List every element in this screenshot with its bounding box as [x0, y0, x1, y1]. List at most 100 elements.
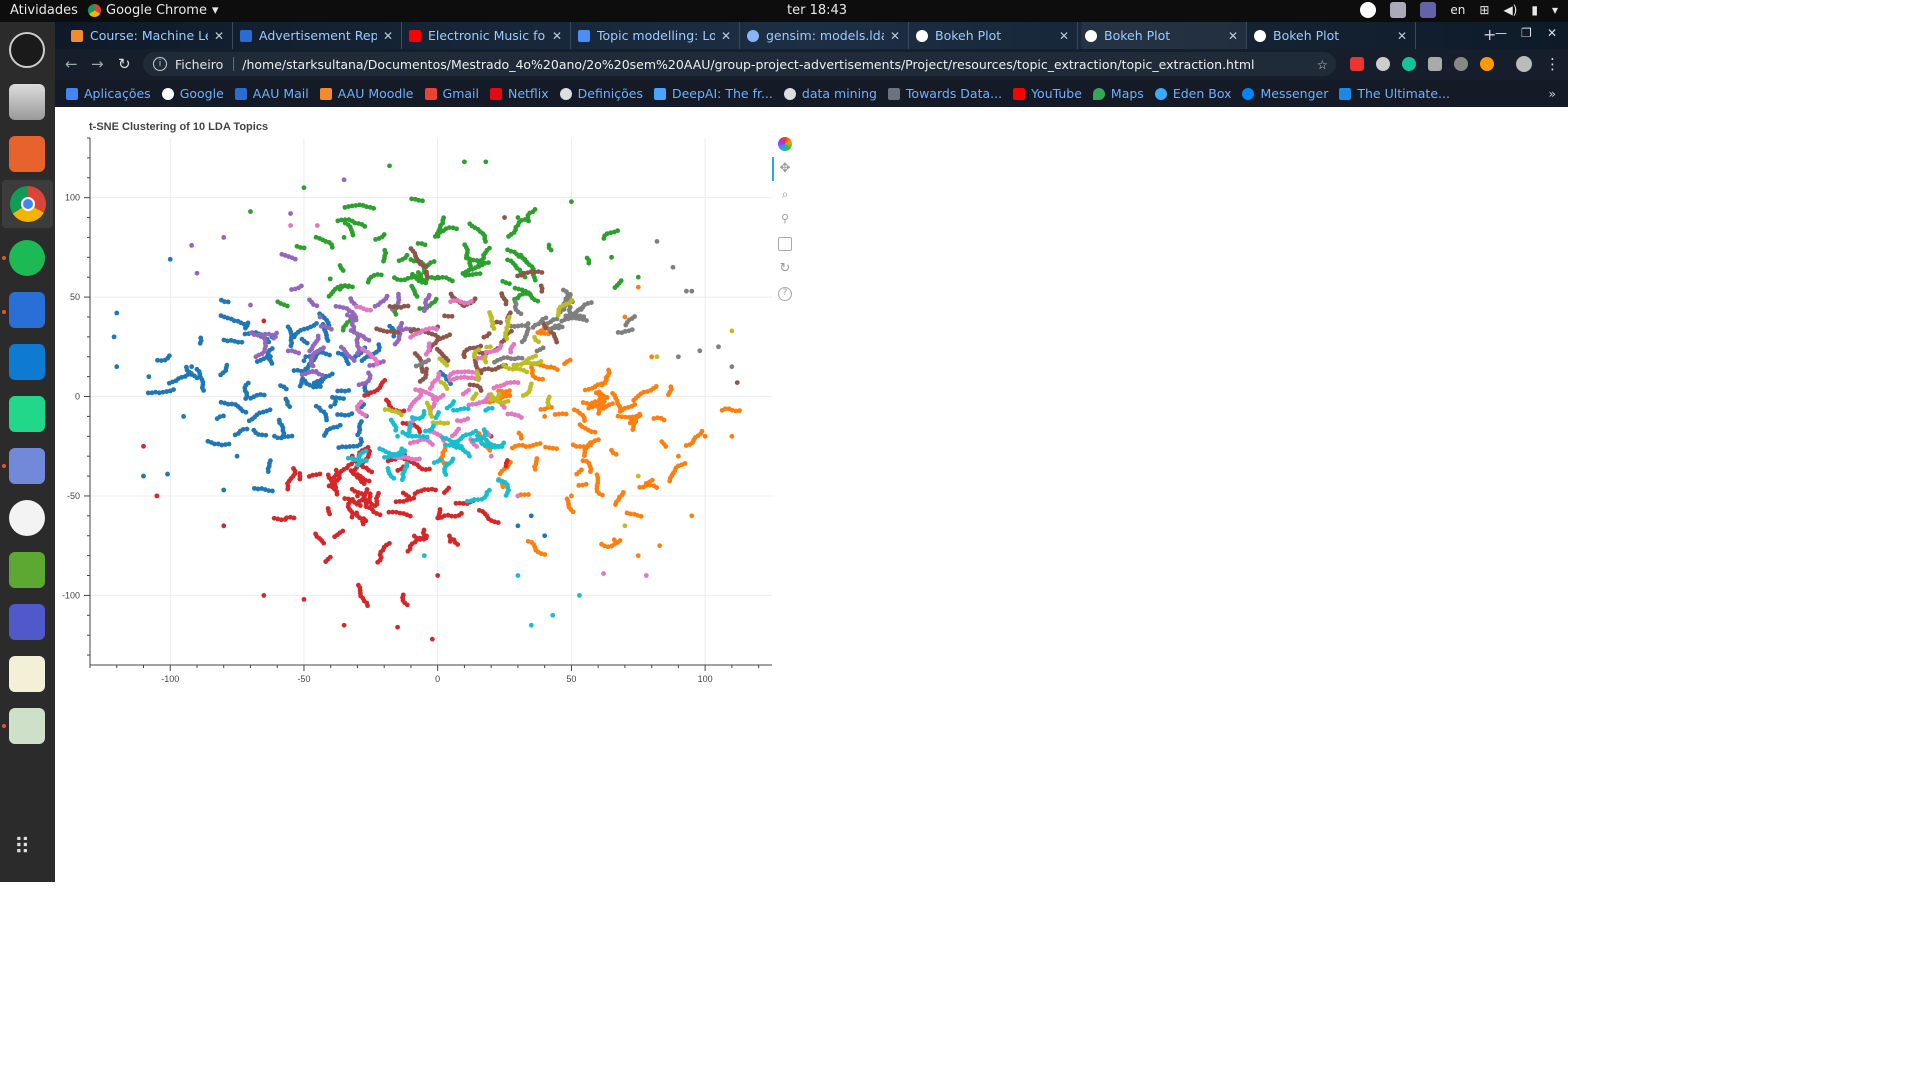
close-icon[interactable]: ✕ — [1397, 28, 1408, 43]
bookmark-item[interactable]: Towards Data... — [887, 86, 1002, 101]
extension-icon[interactable] — [1480, 57, 1494, 71]
close-icon[interactable]: ✕ — [1228, 28, 1239, 43]
bookmark-item[interactable]: Gmail — [424, 86, 479, 101]
bookmark-item[interactable]: Maps — [1092, 86, 1144, 101]
new-tab-button[interactable]: + — [1483, 25, 1497, 44]
text-editor-icon[interactable] — [9, 656, 45, 692]
close-icon[interactable]: ✕ — [552, 28, 563, 43]
maximize-icon[interactable]: ❐ — [1521, 26, 1532, 40]
close-icon[interactable]: ✕ — [383, 28, 394, 43]
discord-dock-icon[interactable] — [9, 448, 45, 484]
close-icon[interactable]: ✕ — [214, 28, 225, 43]
bookmark-item[interactable]: Google — [161, 86, 224, 101]
scatter-plot[interactable]: -100 -50 0 50 100 100 50 0 -50 -100 — [60, 130, 780, 690]
reload-icon[interactable]: ↻ — [118, 55, 131, 73]
show-applications-icon[interactable]: ⠿ — [14, 835, 30, 860]
info-icon[interactable]: i — [153, 57, 167, 71]
bookmark-item[interactable]: data mining — [783, 86, 877, 101]
tab-active[interactable]: Bokeh Plot ✕ — [1081, 22, 1247, 49]
app-icon[interactable] — [9, 500, 45, 536]
minimize-icon[interactable]: — — [1495, 26, 1507, 40]
network-icon[interactable]: ⊞ — [1479, 3, 1490, 17]
scatter-point — [288, 211, 293, 216]
tab[interactable]: Electronic Music for ✕ — [405, 22, 571, 49]
scatter-point — [381, 258, 386, 264]
app-menu[interactable]: Google Chrome ▾ — [88, 3, 219, 18]
close-window-icon[interactable]: ✕ — [1547, 26, 1558, 40]
scatter-point — [419, 466, 425, 472]
spotify-icon[interactable] — [9, 240, 45, 276]
pan-tool-icon[interactable]: ✥ — [779, 161, 791, 176]
close-icon[interactable]: ✕ — [721, 28, 732, 43]
help-icon[interactable]: ? — [778, 287, 792, 301]
image-viewer-icon[interactable] — [9, 708, 45, 744]
forward-icon[interactable]: → — [91, 55, 104, 73]
bookmark-item[interactable]: AAU Mail — [234, 86, 309, 101]
tab[interactable]: gensim: models.ldam ✕ — [743, 22, 909, 49]
save-icon[interactable] — [778, 237, 792, 251]
menu-icon[interactable]: ⋮ — [1545, 55, 1560, 73]
scatter-point — [670, 264, 676, 270]
scatter-point — [303, 354, 309, 360]
scatter-point — [415, 270, 421, 275]
address-url[interactable]: /home/starksultana/Documentos/Mestrado_4… — [242, 56, 1255, 72]
grammarly-icon[interactable] — [1402, 57, 1416, 71]
box-zoom-icon[interactable]: ⌕ — [781, 187, 789, 201]
back-icon[interactable]: ← — [65, 55, 78, 73]
pycharm-icon[interactable] — [9, 396, 45, 432]
scatter-point — [342, 496, 348, 501]
scatter-point — [333, 303, 339, 309]
volume-icon[interactable]: ◀) — [1503, 3, 1518, 17]
teams-dock-icon[interactable] — [9, 604, 45, 640]
scatter-point — [515, 493, 521, 499]
tab[interactable]: Bokeh Plot ✕ — [1250, 22, 1416, 49]
bookmark-item[interactable]: Aplicações — [66, 86, 151, 101]
extension-icon[interactable] — [1350, 57, 1364, 71]
discord-icon[interactable] — [1390, 2, 1407, 18]
tab[interactable]: Advertisement Repo ✕ — [236, 22, 402, 49]
tab[interactable]: Topic modelling: Loc ✕ — [574, 22, 740, 49]
vscode-icon[interactable] — [9, 344, 45, 380]
teams-icon[interactable] — [1420, 2, 1437, 18]
reset-icon[interactable]: ↻ — [779, 261, 791, 276]
language-indicator[interactable]: en — [1450, 3, 1466, 17]
bookmark-item[interactable]: YouTube — [1013, 86, 1082, 101]
extension-icon[interactable] — [1454, 57, 1468, 71]
activities-button[interactable]: Atividades — [10, 3, 78, 18]
clock[interactable]: ter 18:43 — [787, 3, 848, 18]
software-center-icon[interactable] — [9, 136, 45, 172]
files-icon[interactable] — [9, 84, 45, 120]
system-menu-icon[interactable]: ▾ — [1551, 3, 1558, 17]
bookmark-item[interactable]: Messenger — [1242, 86, 1328, 101]
scatter-point — [492, 359, 497, 365]
thunderbird-icon[interactable] — [9, 292, 45, 328]
scatter-point — [275, 435, 280, 441]
battery-icon[interactable]: ▮ — [1531, 3, 1538, 17]
bookmark-item[interactable]: AAU Moodle — [319, 86, 414, 101]
skype-icon[interactable] — [1360, 2, 1377, 18]
bookmark-item[interactable]: Eden Box — [1154, 86, 1231, 101]
tab[interactable]: Bokeh Plot ✕ — [912, 22, 1078, 49]
address-bar[interactable]: i Ficheiro /home/starksultana/Documentos… — [143, 52, 1336, 76]
clock-app-icon[interactable] — [9, 32, 45, 68]
chrome-dock-icon[interactable] — [2, 180, 53, 228]
close-icon[interactable]: ✕ — [890, 28, 901, 43]
extension-icon[interactable] — [1376, 57, 1390, 71]
bookmark-item[interactable]: Definições — [559, 86, 643, 101]
scatter-point — [569, 315, 575, 321]
scatter-point — [462, 242, 468, 248]
bookmark-star-icon[interactable]: ☆ — [1316, 56, 1328, 72]
bookmark-item[interactable]: DeepAI: The fr... — [653, 86, 773, 101]
avatar[interactable] — [1516, 56, 1532, 72]
scatter-point — [499, 389, 505, 394]
scatter-point — [654, 239, 660, 244]
spreadsheet-icon[interactable] — [9, 552, 45, 588]
wheel-zoom-icon[interactable]: ⚲ — [780, 212, 790, 225]
more-bookmarks-icon[interactable]: » — [1548, 86, 1556, 101]
tab[interactable]: Course: Machine Lea ✕ — [67, 22, 233, 49]
bookmark-item[interactable]: Netflix — [489, 86, 549, 101]
bokeh-logo-icon[interactable] — [778, 137, 792, 151]
bookmark-item[interactable]: The Ultimate... — [1339, 86, 1450, 101]
extension-icon[interactable] — [1428, 57, 1442, 71]
close-icon[interactable]: ✕ — [1059, 28, 1070, 43]
